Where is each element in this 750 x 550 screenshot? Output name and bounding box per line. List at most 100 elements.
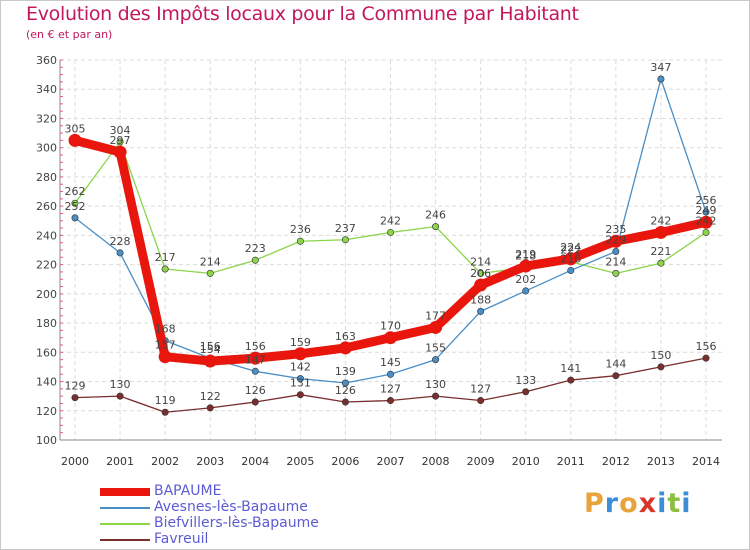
data-label-biefvillers: 246	[425, 209, 446, 222]
x-tick-label: 2007	[377, 455, 405, 468]
legend-item-favreuil: Favreuil	[100, 531, 400, 548]
data-point-favreuil	[161, 408, 169, 416]
x-tick-label: 2008	[422, 455, 450, 468]
legend-swatch-favreuil	[100, 539, 150, 541]
data-point-avesnes	[702, 208, 710, 216]
data-label-biefvillers: 236	[290, 223, 311, 236]
chart-title: Evolution des Impôts locaux pour la Comm…	[26, 3, 579, 25]
data-point-avesnes	[251, 367, 259, 375]
legend-swatch-avesnes	[100, 507, 150, 509]
data-point-bapaume	[699, 215, 713, 229]
data-point-biefvillers	[161, 265, 169, 273]
legend-item-avesnes: Avesnes-lès-Bapaume	[100, 499, 400, 516]
data-point-avesnes	[386, 370, 394, 378]
data-label-bapaume: 305	[65, 122, 86, 135]
data-label-favreuil: 126	[245, 384, 266, 397]
legend-item-bapaume: BAPAUME	[100, 483, 400, 500]
data-point-bapaume	[158, 350, 172, 364]
data-point-avesnes	[522, 287, 530, 295]
y-tick-label: 340	[36, 83, 57, 96]
data-point-favreuil	[702, 354, 710, 362]
data-label-bapaume: 219	[515, 248, 536, 261]
data-point-bapaume	[384, 331, 397, 345]
x-tick-label: 2010	[512, 455, 540, 468]
data-label-avesnes: 252	[65, 200, 86, 213]
data-label-favreuil: 126	[335, 384, 356, 397]
data-point-favreuil	[612, 372, 620, 380]
data-point-favreuil	[206, 404, 214, 412]
logo-letter: x	[638, 488, 658, 519]
data-label-favreuil: 127	[380, 383, 401, 396]
data-label-avesnes: 139	[335, 365, 356, 378]
data-point-bapaume	[474, 278, 488, 292]
y-tick-label: 160	[36, 346, 57, 359]
data-point-biefvillers	[251, 256, 259, 264]
data-label-avesnes: 228	[110, 235, 131, 248]
data-label-biefvillers: 242	[380, 214, 401, 227]
data-point-avesnes	[657, 75, 665, 83]
y-tick-label: 200	[36, 288, 57, 301]
legend-label-biefvillers: Biefvillers-lès-Bapaume	[154, 515, 319, 531]
data-label-favreuil: 130	[110, 378, 131, 391]
logo-letter: t	[667, 488, 682, 519]
y-tick-label: 360	[36, 54, 57, 67]
legend-swatch-bapaume	[100, 488, 150, 496]
y-tick-label: 280	[36, 171, 57, 184]
data-point-bapaume	[68, 133, 82, 147]
data-label-avesnes: 168	[155, 323, 176, 336]
data-point-avesnes	[477, 307, 485, 315]
data-label-biefvillers: 221	[650, 245, 671, 258]
data-label-avesnes: 188	[470, 293, 491, 306]
data-label-bapaume: 157	[155, 339, 176, 352]
x-tick-label: 2004	[241, 455, 269, 468]
data-label-avesnes: 156	[200, 340, 221, 353]
data-point-bapaume	[519, 259, 533, 273]
data-label-bapaume: 154	[200, 343, 221, 356]
data-point-avesnes	[341, 379, 349, 387]
data-point-favreuil	[296, 391, 304, 399]
data-label-biefvillers: 237	[335, 222, 356, 235]
data-label-bapaume: 159	[290, 336, 311, 349]
data-point-biefvillers	[206, 269, 214, 277]
data-point-favreuil	[522, 388, 530, 396]
data-label-favreuil: 119	[155, 394, 176, 407]
data-point-bapaume	[429, 320, 443, 334]
y-tick-label: 140	[36, 376, 57, 389]
x-tick-label: 2014	[692, 455, 720, 468]
data-point-avesnes	[296, 375, 304, 383]
data-label-biefvillers: 304	[110, 124, 131, 137]
data-point-bapaume	[203, 354, 217, 368]
data-point-avesnes	[432, 356, 440, 364]
data-point-biefvillers	[71, 199, 79, 207]
data-label-avesnes: 216	[560, 252, 581, 265]
data-label-bapaume: 224	[560, 241, 581, 254]
data-label-favreuil: 122	[200, 390, 221, 403]
data-label-bapaume: 249	[696, 204, 717, 217]
x-tick-label: 2012	[602, 455, 630, 468]
data-label-favreuil: 129	[65, 380, 86, 393]
data-label-favreuil: 127	[470, 383, 491, 396]
data-point-avesnes	[567, 266, 575, 274]
y-tick-label: 240	[36, 229, 57, 242]
data-point-favreuil	[477, 397, 485, 405]
data-point-favreuil	[341, 398, 349, 406]
y-tick-label: 320	[36, 112, 57, 125]
proxiti-logo: Proxiti	[584, 488, 692, 519]
data-point-favreuil	[116, 392, 124, 400]
data-label-favreuil: 133	[515, 374, 536, 387]
x-tick-label: 2011	[557, 455, 585, 468]
data-label-bapaume: 235	[605, 223, 626, 236]
data-point-favreuil	[657, 363, 665, 371]
x-tick-label: 2002	[151, 455, 179, 468]
data-point-favreuil	[567, 376, 575, 384]
data-label-biefvillers: 222	[560, 244, 581, 257]
data-label-avesnes: 145	[380, 356, 401, 369]
data-point-bapaume	[609, 234, 623, 248]
data-label-avesnes: 155	[425, 342, 446, 355]
data-label-biefvillers: 223	[245, 242, 266, 255]
data-point-favreuil	[251, 398, 259, 406]
legend-item-biefvillers: Biefvillers-lès-Bapaume	[100, 515, 400, 532]
data-label-biefvillers: 214	[470, 255, 491, 268]
logo-letter: r	[604, 488, 620, 519]
